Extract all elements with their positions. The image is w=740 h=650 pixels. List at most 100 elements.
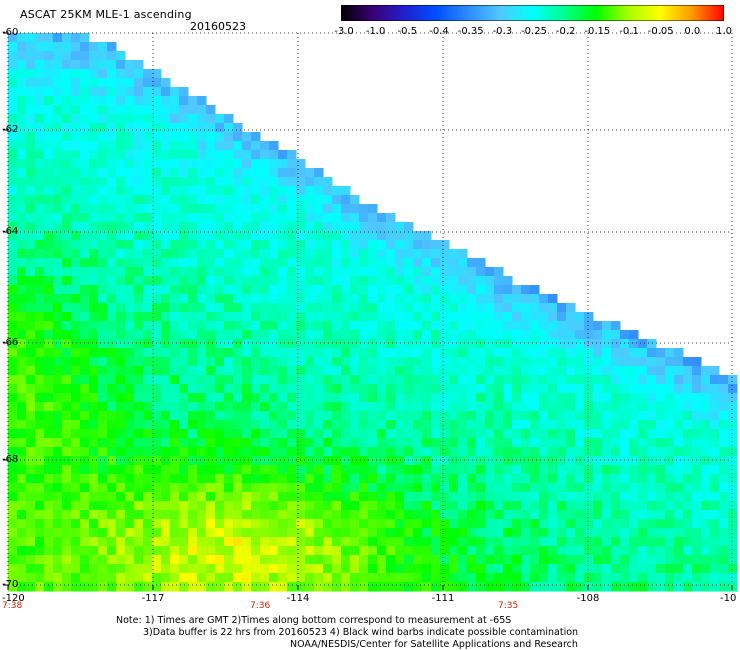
field-cell: [197, 330, 207, 340]
field-cell: [197, 447, 207, 457]
field-cell: [53, 258, 63, 268]
field-cell: [701, 519, 711, 529]
field-cell: [89, 456, 99, 466]
field-cell: [35, 168, 45, 178]
field-cell: [179, 420, 189, 430]
field-cell: [35, 537, 45, 547]
field-cell: [431, 501, 441, 511]
field-cell: [620, 447, 630, 457]
field-cell: [143, 402, 153, 412]
field-cell: [125, 186, 135, 196]
field-cell: [494, 384, 504, 394]
field-cell: [485, 411, 495, 421]
field-cell: [260, 231, 270, 241]
field-cell: [152, 240, 162, 250]
field-cell: [323, 456, 333, 466]
field-cell: [170, 366, 180, 376]
field-cell: [503, 465, 513, 475]
field-cell: [233, 222, 243, 232]
field-cell: [179, 339, 189, 349]
field-cell: [305, 258, 315, 268]
field-cell: [98, 78, 108, 88]
field-cell: [539, 438, 549, 448]
field-cell: [296, 258, 306, 268]
field-cell: [35, 258, 45, 268]
field-cell: [323, 573, 333, 583]
field-cell: [296, 213, 306, 223]
field-cell: [305, 312, 315, 322]
field-cell: [368, 204, 378, 214]
field-cell: [242, 159, 252, 169]
field-cell: [620, 348, 630, 358]
field-cell: [431, 519, 441, 529]
field-cell: [224, 222, 234, 232]
field-cell: [665, 582, 675, 592]
field-cell: [296, 411, 306, 421]
field-cell: [44, 69, 54, 79]
field-cell: [152, 339, 162, 349]
time-label: 7:36: [250, 601, 271, 611]
field-cell: [413, 258, 423, 268]
field-cell: [89, 429, 99, 439]
field-cell: [143, 159, 153, 169]
field-cell: [539, 573, 549, 583]
field-cell: [89, 420, 99, 430]
field-cell: [458, 429, 468, 439]
field-cell: [440, 438, 450, 448]
field-cell: [134, 510, 144, 520]
field-cell: [512, 357, 522, 367]
field-cell: [323, 222, 333, 232]
field-cell: [80, 393, 90, 403]
field-cell: [692, 519, 702, 529]
field-cell: [71, 78, 81, 88]
field-cell: [26, 267, 36, 277]
field-cell: [692, 492, 702, 502]
field-cell: [80, 204, 90, 214]
field-cell: [431, 312, 441, 322]
field-cell: [143, 411, 153, 421]
field-cell: [89, 213, 99, 223]
field-cell: [404, 465, 414, 475]
field-cell: [638, 582, 648, 592]
field-cell: [89, 222, 99, 232]
field-cell: [368, 330, 378, 340]
field-cell: [638, 375, 648, 385]
field-cell: [719, 429, 729, 439]
field-cell: [539, 555, 549, 565]
field-cell: [215, 186, 225, 196]
field-cell: [296, 204, 306, 214]
field-cell: [683, 582, 693, 592]
field-cell: [170, 321, 180, 331]
field-cell: [287, 537, 297, 547]
field-cell: [449, 447, 459, 457]
field-cell: [674, 402, 684, 412]
field-cell: [125, 78, 135, 88]
field-cell: [125, 519, 135, 529]
field-cell: [179, 240, 189, 250]
field-cell: [638, 555, 648, 565]
field-cell: [98, 114, 108, 124]
field-cell: [143, 168, 153, 178]
field-cell: [386, 573, 396, 583]
field-cell: [494, 528, 504, 538]
field-cell: [242, 366, 252, 376]
field-cell: [161, 555, 171, 565]
field-cell: [521, 339, 531, 349]
field-cell: [188, 357, 198, 367]
field-cell: [215, 375, 225, 385]
field-cell: [125, 348, 135, 358]
field-cell: [296, 546, 306, 556]
field-cell: [170, 357, 180, 367]
field-cell: [17, 222, 27, 232]
field-cell: [116, 366, 126, 376]
field-cell: [377, 510, 387, 520]
field-cell: [80, 96, 90, 106]
field-cell: [278, 474, 288, 484]
field-cell: [89, 285, 99, 295]
field-cell: [305, 429, 315, 439]
field-cell: [368, 492, 378, 502]
field-cell: [53, 78, 63, 88]
field-cell: [17, 348, 27, 358]
field-cell: [611, 528, 621, 538]
field-cell: [305, 204, 315, 214]
